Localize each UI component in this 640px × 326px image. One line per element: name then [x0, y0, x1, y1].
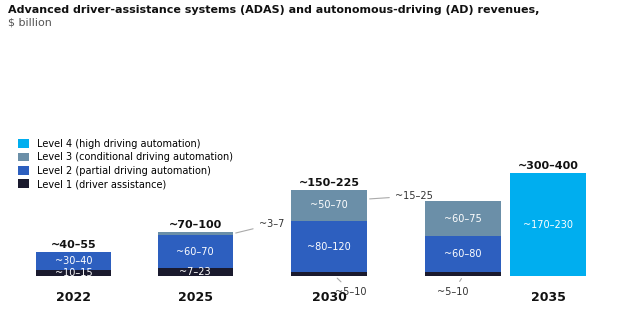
- Text: ~40–55: ~40–55: [51, 240, 97, 250]
- Text: ~3–7: ~3–7: [236, 219, 284, 233]
- Bar: [291, 221, 367, 272]
- Text: ~10–15: ~10–15: [55, 268, 92, 278]
- Bar: [36, 270, 111, 276]
- Text: ~150–225: ~150–225: [299, 178, 360, 188]
- Text: ~170–230: ~170–230: [523, 220, 573, 230]
- Bar: [425, 272, 500, 276]
- Text: 2035: 2035: [531, 291, 566, 304]
- Text: $ billion: $ billion: [8, 17, 52, 27]
- Text: ~60–80: ~60–80: [444, 249, 482, 259]
- Text: 2022: 2022: [56, 291, 91, 304]
- Text: ~15–25: ~15–25: [370, 191, 433, 201]
- Text: ~30–40: ~30–40: [55, 256, 92, 266]
- Bar: [291, 190, 367, 221]
- Text: ~5–10: ~5–10: [335, 278, 367, 297]
- Text: ~7–23: ~7–23: [179, 267, 211, 277]
- Text: 2030: 2030: [312, 291, 347, 304]
- Bar: [425, 201, 500, 236]
- Legend: Level 4 (high driving automation), Level 3 (conditional driving automation), Lev: Level 4 (high driving automation), Level…: [18, 139, 233, 189]
- Text: ~50–70: ~50–70: [310, 200, 348, 210]
- Bar: [425, 236, 500, 272]
- Text: ~60–75: ~60–75: [444, 214, 482, 224]
- Bar: [157, 235, 233, 269]
- Text: ~5–10: ~5–10: [438, 279, 469, 297]
- Text: 2025: 2025: [178, 291, 212, 304]
- Text: ~300–400: ~300–400: [518, 161, 579, 171]
- Bar: [36, 252, 111, 270]
- Bar: [291, 272, 367, 276]
- Bar: [511, 173, 586, 276]
- Text: ~80–120: ~80–120: [307, 242, 351, 252]
- Text: Advanced driver-assistance systems (ADAS) and autonomous-driving (AD) revenues,: Advanced driver-assistance systems (ADAS…: [8, 5, 539, 15]
- Bar: [157, 269, 233, 276]
- Bar: [157, 232, 233, 235]
- Text: ~70–100: ~70–100: [169, 220, 222, 230]
- Text: ~60–70: ~60–70: [177, 247, 214, 257]
